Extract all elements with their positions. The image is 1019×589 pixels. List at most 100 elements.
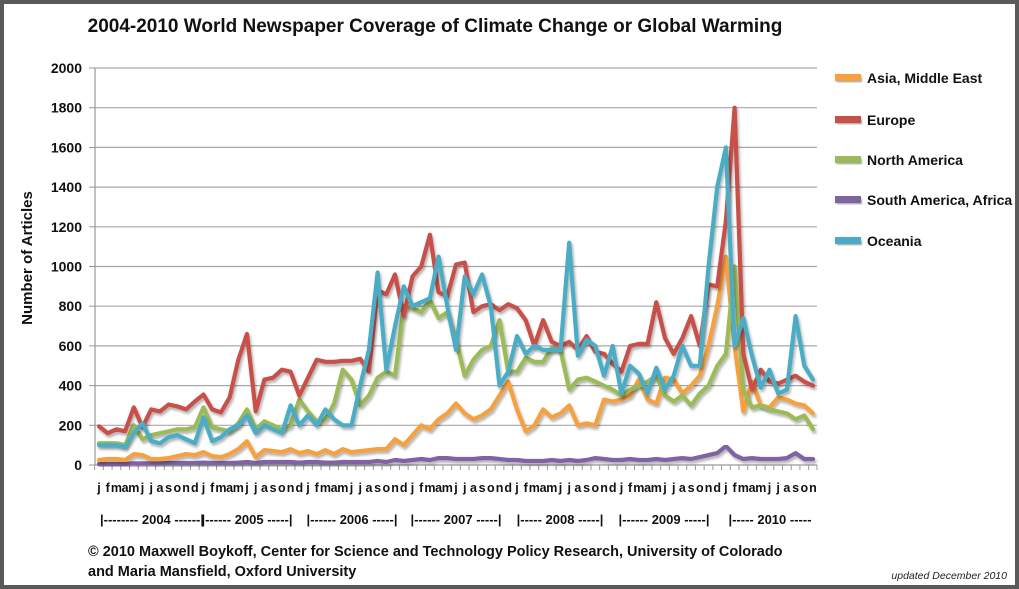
x-month-label: j [723,481,727,495]
x-month-label: j [253,481,257,495]
copyright-footer: © 2010 Maxwell Boykoff, Center for Scien… [88,542,783,582]
x-month-label: a [156,481,164,495]
x-month-label: a [122,481,130,495]
x-month-label: s [374,481,381,495]
x-month-label: o [800,481,808,495]
x-year-label: |------ 2006 -----| [306,512,397,527]
x-month-label: m [546,481,557,495]
line-chart: 0 200 400 600 800 1000 1200 1400 1600 1800 2000 Nu… [19,60,1012,527]
x-month-label: j [767,481,771,495]
x-month-label: a [749,481,757,495]
y-tick-label: 800 [59,298,83,314]
x-month-label: j [96,481,100,495]
x-month-label: o [174,481,182,495]
y-tick-label: 0 [74,457,82,473]
x-month-label: a [365,481,373,495]
y-tick-label: 1800 [51,100,82,116]
x-month-label: m [651,481,662,495]
x-month-label: j [619,481,623,495]
x-month-label: o [383,481,391,495]
x-month-label: o [278,481,286,495]
x-year-label: |------ 2009 -----| [618,512,709,527]
x-month-label: s [792,481,799,495]
x-month-label: a [331,481,339,495]
x-month-label: s [583,481,590,495]
x-month-label: a [540,481,548,495]
x-month-label: n [182,481,190,495]
x-month-label: f [315,481,320,495]
x-month-label: a [644,481,652,495]
x-month-label: f [628,481,633,495]
x-month-label: j [462,481,466,495]
legend-label: North America [867,152,963,168]
x-month-label: f [210,481,215,495]
chart-title: 2004-2010 World Newspaper Coverage of Cl… [87,16,783,37]
y-tick-label: 1000 [51,259,82,275]
x-month-label: n [496,481,504,495]
x-month-label: j [201,481,205,495]
legend-swatch [835,156,861,163]
x-month-label: j [775,481,779,495]
x-month-label: m [233,481,244,495]
x-month-label: m [529,481,540,495]
x-month-label: a [261,481,269,495]
legend-label: Oceania [867,233,922,249]
x-month-label: o [487,481,495,495]
y-axis: 0 200 400 600 800 1000 1200 1400 1600 1800 2000 [51,60,96,473]
x-month-label: n [391,481,399,495]
x-month-label: d [191,481,199,495]
x-month-label: j [558,481,562,495]
footer-line-2: and Maria Mansfield, Oxford University [88,564,357,580]
series-line-oceania [96,145,816,450]
x-month-label: f [419,481,424,495]
y-tick-label: 200 [59,417,83,433]
legend-label: South America, Africa [867,192,1012,208]
x-month-label: o [591,481,599,495]
x-month-label: m [128,481,139,495]
series-line-europe [96,105,816,436]
y-tick-label: 400 [59,378,83,394]
x-month-label: j [453,481,457,495]
x-month-label: d [295,481,303,495]
x-month-label: f [106,481,111,495]
x-month-label: s [688,481,695,495]
x-month-label: j [140,481,144,495]
x-month-label: j [357,481,361,495]
x-month-label: s [165,481,172,495]
x-month-label: f [733,481,738,495]
legend-swatch [835,116,861,123]
legend: Asia, Middle East Europe North America Sout… [835,70,1012,249]
x-month-label: j [305,481,309,495]
x-month-label: n [287,481,295,495]
x-month-label: d [609,481,617,495]
y-tick-label: 1200 [51,219,82,235]
y-axis-label: Number of Articles [19,191,36,325]
x-month-label: s [270,481,277,495]
x-month-label: m [215,481,226,495]
x-month-label: m [633,481,644,495]
x-year-label: |-------- 2004 ------| [100,512,204,527]
x-month-label: j [349,481,353,495]
legend-swatch [835,74,861,81]
x-month-label: a [783,481,791,495]
x-month-label: a [470,481,478,495]
x-month-label: d [713,481,721,495]
x-month-label: n [600,481,608,495]
series-line-asia-middle-east [96,254,816,463]
x-month-label: a [435,481,443,495]
x-year-label: |------ 2005 -----| [201,512,292,527]
x-year-label: |------ 2007 -----| [410,512,501,527]
x-month-label: j [244,481,248,495]
x-month-label: f [524,481,529,495]
x-month-label: m [320,481,331,495]
x-month-label: s [479,481,486,495]
y-tick-label: 1400 [51,179,82,195]
legend-label: Asia, Middle East [867,70,982,86]
x-month-label: a [574,481,582,495]
y-tick-label: 2000 [51,60,82,76]
x-month-label: d [400,481,408,495]
x-year-label: |----- 2008 -----| [517,512,604,527]
x-month-label: m [424,481,435,495]
